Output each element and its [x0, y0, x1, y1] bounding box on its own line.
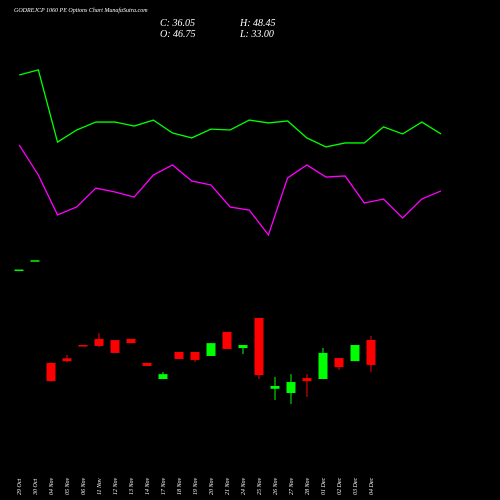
- candle-body: [174, 352, 184, 359]
- x-tick-label: 01 Dec: [321, 478, 327, 495]
- candle-body: [78, 345, 88, 347]
- close-label: C: 36.05: [160, 18, 195, 29]
- candle-body: [270, 386, 280, 389]
- x-tick-label: 06 Nov: [81, 477, 87, 495]
- candle-body: [334, 358, 344, 368]
- candle-body: [238, 345, 248, 349]
- x-tick-label: 24 Nov: [240, 477, 247, 495]
- x-tick-label: 25 Nov: [257, 477, 263, 495]
- chart-title: GODREJCP 1060 PE Options Chart MunafaSut…: [14, 7, 148, 14]
- x-tick-label: 21 Nov: [225, 477, 231, 495]
- candle-body: [126, 338, 136, 344]
- candle-body: [142, 362, 152, 366]
- x-tick-label: 19 Nov: [193, 477, 199, 495]
- open-label: O: 46.75: [160, 29, 196, 40]
- x-tick-label: 12 Nov: [113, 477, 119, 495]
- candle-body: [158, 374, 168, 380]
- x-tick-label: 14 Nov: [144, 477, 151, 495]
- x-tick-label: 27 Nov: [289, 477, 295, 495]
- candle-body: [222, 331, 232, 349]
- candle-body: [46, 362, 56, 382]
- candle-body: [30, 260, 40, 262]
- x-tick-label: 13 Nov: [129, 477, 135, 495]
- candle-body: [286, 382, 296, 393]
- x-tick-label: 02 Dec: [337, 478, 343, 495]
- candle-body: [318, 352, 328, 380]
- candle-body: [254, 318, 264, 376]
- candle-body: [302, 378, 312, 382]
- candle-body: [14, 269, 24, 272]
- indicator-line: [18, 144, 442, 237]
- high-label: H: 48.45: [239, 18, 276, 29]
- candle-body: [110, 340, 120, 353]
- low-label: L: 33.00: [239, 29, 274, 40]
- x-tick-label: 18 Nov: [177, 477, 183, 495]
- x-tick-label: 26 Nov: [273, 477, 279, 495]
- x-tick-label: 28 Nov: [305, 477, 311, 495]
- x-tick-label: 04 Dec: [368, 478, 375, 495]
- x-tick-label: 04 Nov: [48, 477, 55, 495]
- candle-body: [62, 358, 72, 362]
- indicator-line: [19, 69, 442, 148]
- x-tick-label: 30 Oct: [33, 479, 39, 496]
- x-tick-label: 20 Nov: [209, 477, 215, 495]
- candle-body: [190, 352, 200, 360]
- x-tick-label: 03 Dec: [353, 478, 359, 495]
- candle-body: [366, 340, 376, 365]
- x-tick-label: 17 Nov: [161, 477, 167, 495]
- candle-body: [206, 343, 216, 356]
- x-tick-label: 05 Nov: [65, 477, 71, 495]
- candle-body: [350, 345, 360, 362]
- x-tick-label: 29 Oct: [17, 479, 23, 495]
- x-tick-label: 11 Nov: [97, 478, 103, 495]
- candle-body: [94, 338, 104, 346]
